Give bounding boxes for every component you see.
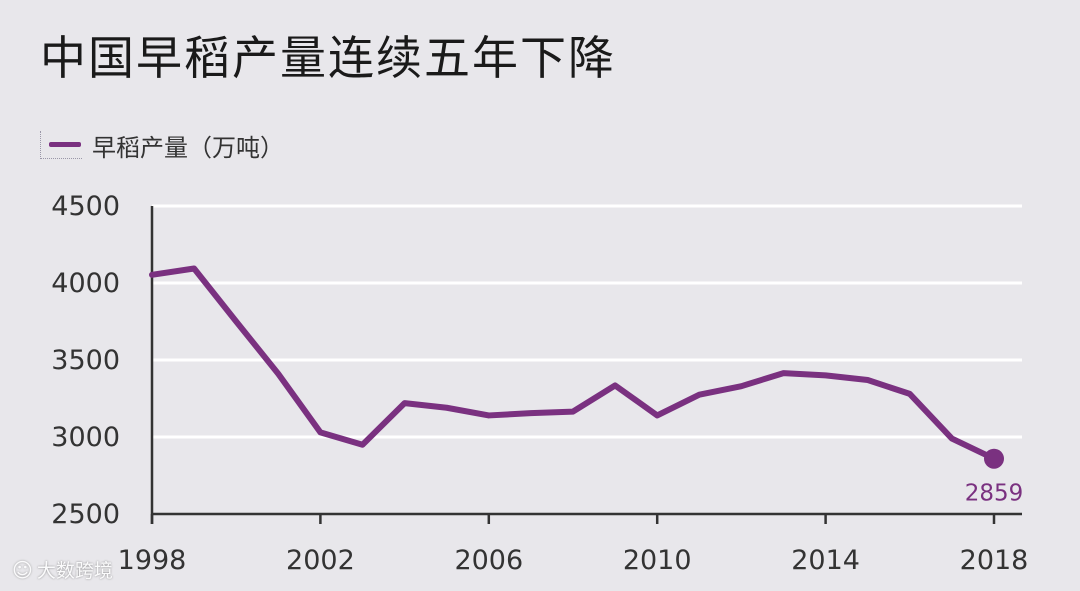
x-tick-label: 2018 [960, 545, 1029, 576]
chart-title: 中国早稻产量连续五年下降 [40, 31, 616, 85]
data-label: 2859 [965, 481, 1024, 507]
legend-label: 早稻产量（万吨） [92, 133, 284, 162]
x-tick-label: 2002 [286, 545, 355, 576]
y-tick-label: 3500 [51, 345, 120, 376]
x-tick-label: 2014 [791, 545, 860, 576]
y-tick-label: 2500 [51, 499, 120, 530]
last-point-marker [984, 448, 1004, 469]
y-tick-label: 4000 [51, 268, 120, 299]
legend-line-marker [49, 142, 81, 147]
legend-swatch [40, 131, 82, 159]
x-tick-label: 2010 [623, 545, 692, 576]
x-tick-label: 2006 [454, 545, 523, 576]
watermark-logo-icon: ☺ [12, 557, 33, 582]
watermark: ☺ 大数跨境 [12, 556, 113, 583]
y-tick-label: 3000 [51, 422, 120, 453]
watermark-text: 大数跨境 [36, 560, 113, 582]
y-tick-label: 4500 [51, 191, 120, 222]
series-line [149, 265, 997, 462]
x-tick-label: 1998 [118, 545, 187, 576]
legend: 早稻产量（万吨） [40, 128, 284, 162]
